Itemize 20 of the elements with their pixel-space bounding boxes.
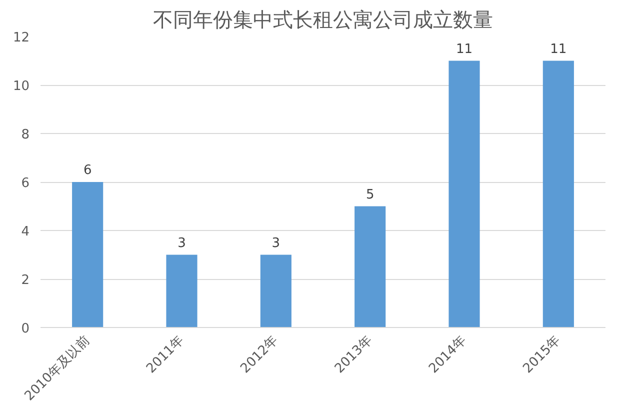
data-label: 3 — [178, 236, 186, 251]
bar — [354, 206, 386, 328]
y-tick-label: 12 — [12, 30, 30, 46]
bar — [448, 60, 480, 328]
bar — [260, 254, 292, 328]
y-tick-label: 4 — [21, 224, 30, 240]
data-label: 5 — [366, 187, 374, 202]
data-label: 3 — [272, 236, 280, 251]
bar — [72, 182, 104, 328]
y-tick-label: 10 — [12, 79, 30, 94]
y-tick-label: 6 — [21, 176, 30, 191]
y-tick-label: 8 — [21, 128, 30, 142]
data-label: 11 — [550, 42, 567, 57]
y-tick-label: 0 — [21, 322, 30, 336]
data-label: 11 — [456, 42, 473, 57]
data-label: 6 — [83, 163, 92, 178]
y-tick-label: 2 — [21, 273, 30, 288]
bar — [542, 60, 574, 328]
chart-title: 不同年份集中式长租公寓公司成立数量 — [153, 8, 493, 32]
bar — [166, 254, 198, 328]
